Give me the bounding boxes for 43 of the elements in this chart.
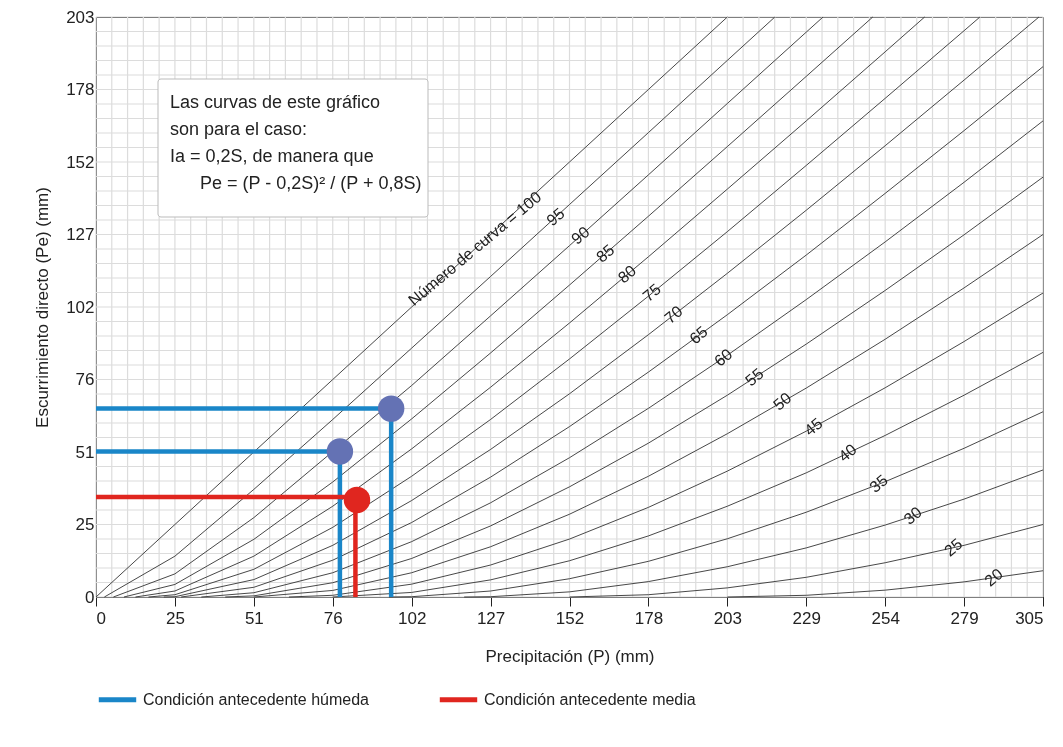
annotation: 90 [568,222,593,248]
annotation: 50 [770,389,795,414]
y-tick-label: 203 [66,7,95,27]
x-tick-label: 203 [713,608,743,628]
annotation: Pe = (P - 0,2S)² / (P + 0,8S) [200,173,422,193]
y-tick-label: 152 [66,152,95,172]
annotation: 35 [866,471,891,496]
annotation: 25 [940,534,966,560]
annotation: 30 [900,503,926,528]
legend-label: Condición antecedente húmeda [143,690,370,708]
x-tick-label: 254 [871,608,900,628]
x-tick-label: 102 [397,608,427,628]
y-tick-label: 102 [66,297,95,317]
x-tick-label: 76 [323,608,343,628]
y-tick-label: 178 [66,80,95,99]
x-tick-label: 305 [1015,608,1044,628]
y-tick-label: 25 [75,515,95,534]
annotation: Ia = 0,2S, de manera que [170,146,374,166]
annotation: 75 [639,280,665,305]
annotation: 70 [661,302,686,327]
annotation: 60 [711,345,736,370]
annotation: son para el caso: [170,119,308,139]
annotation: 55 [742,364,767,390]
annotation: 45 [801,414,826,440]
y-tick-label: 76 [75,370,95,389]
x-tick-label: 178 [634,608,664,628]
y-tick-label: 127 [66,225,95,244]
legend-label: Condición antecedente media [484,690,696,708]
y-axis-title: Escurrimiento directo (Pe) (mm) [33,187,53,428]
annotation: Las curvas de este gráfico [170,92,381,112]
annotation: 65 [686,322,711,348]
x-tick-label: 152 [555,608,585,628]
annotation: 95 [543,204,568,229]
x-tick-label: 127 [476,608,506,628]
x-tick-label: 229 [792,608,821,628]
annotation: 40 [835,440,860,465]
x-tick-label: 25 [165,608,185,628]
x-tick-label: 279 [950,608,979,628]
x-tick-label: 51 [244,608,264,628]
y-tick-label: 0 [85,587,95,607]
y-tick-label: 51 [75,442,95,462]
annotation: 20 [981,564,1006,590]
x-axis-title: Precipitación (P) (mm) [485,646,655,666]
